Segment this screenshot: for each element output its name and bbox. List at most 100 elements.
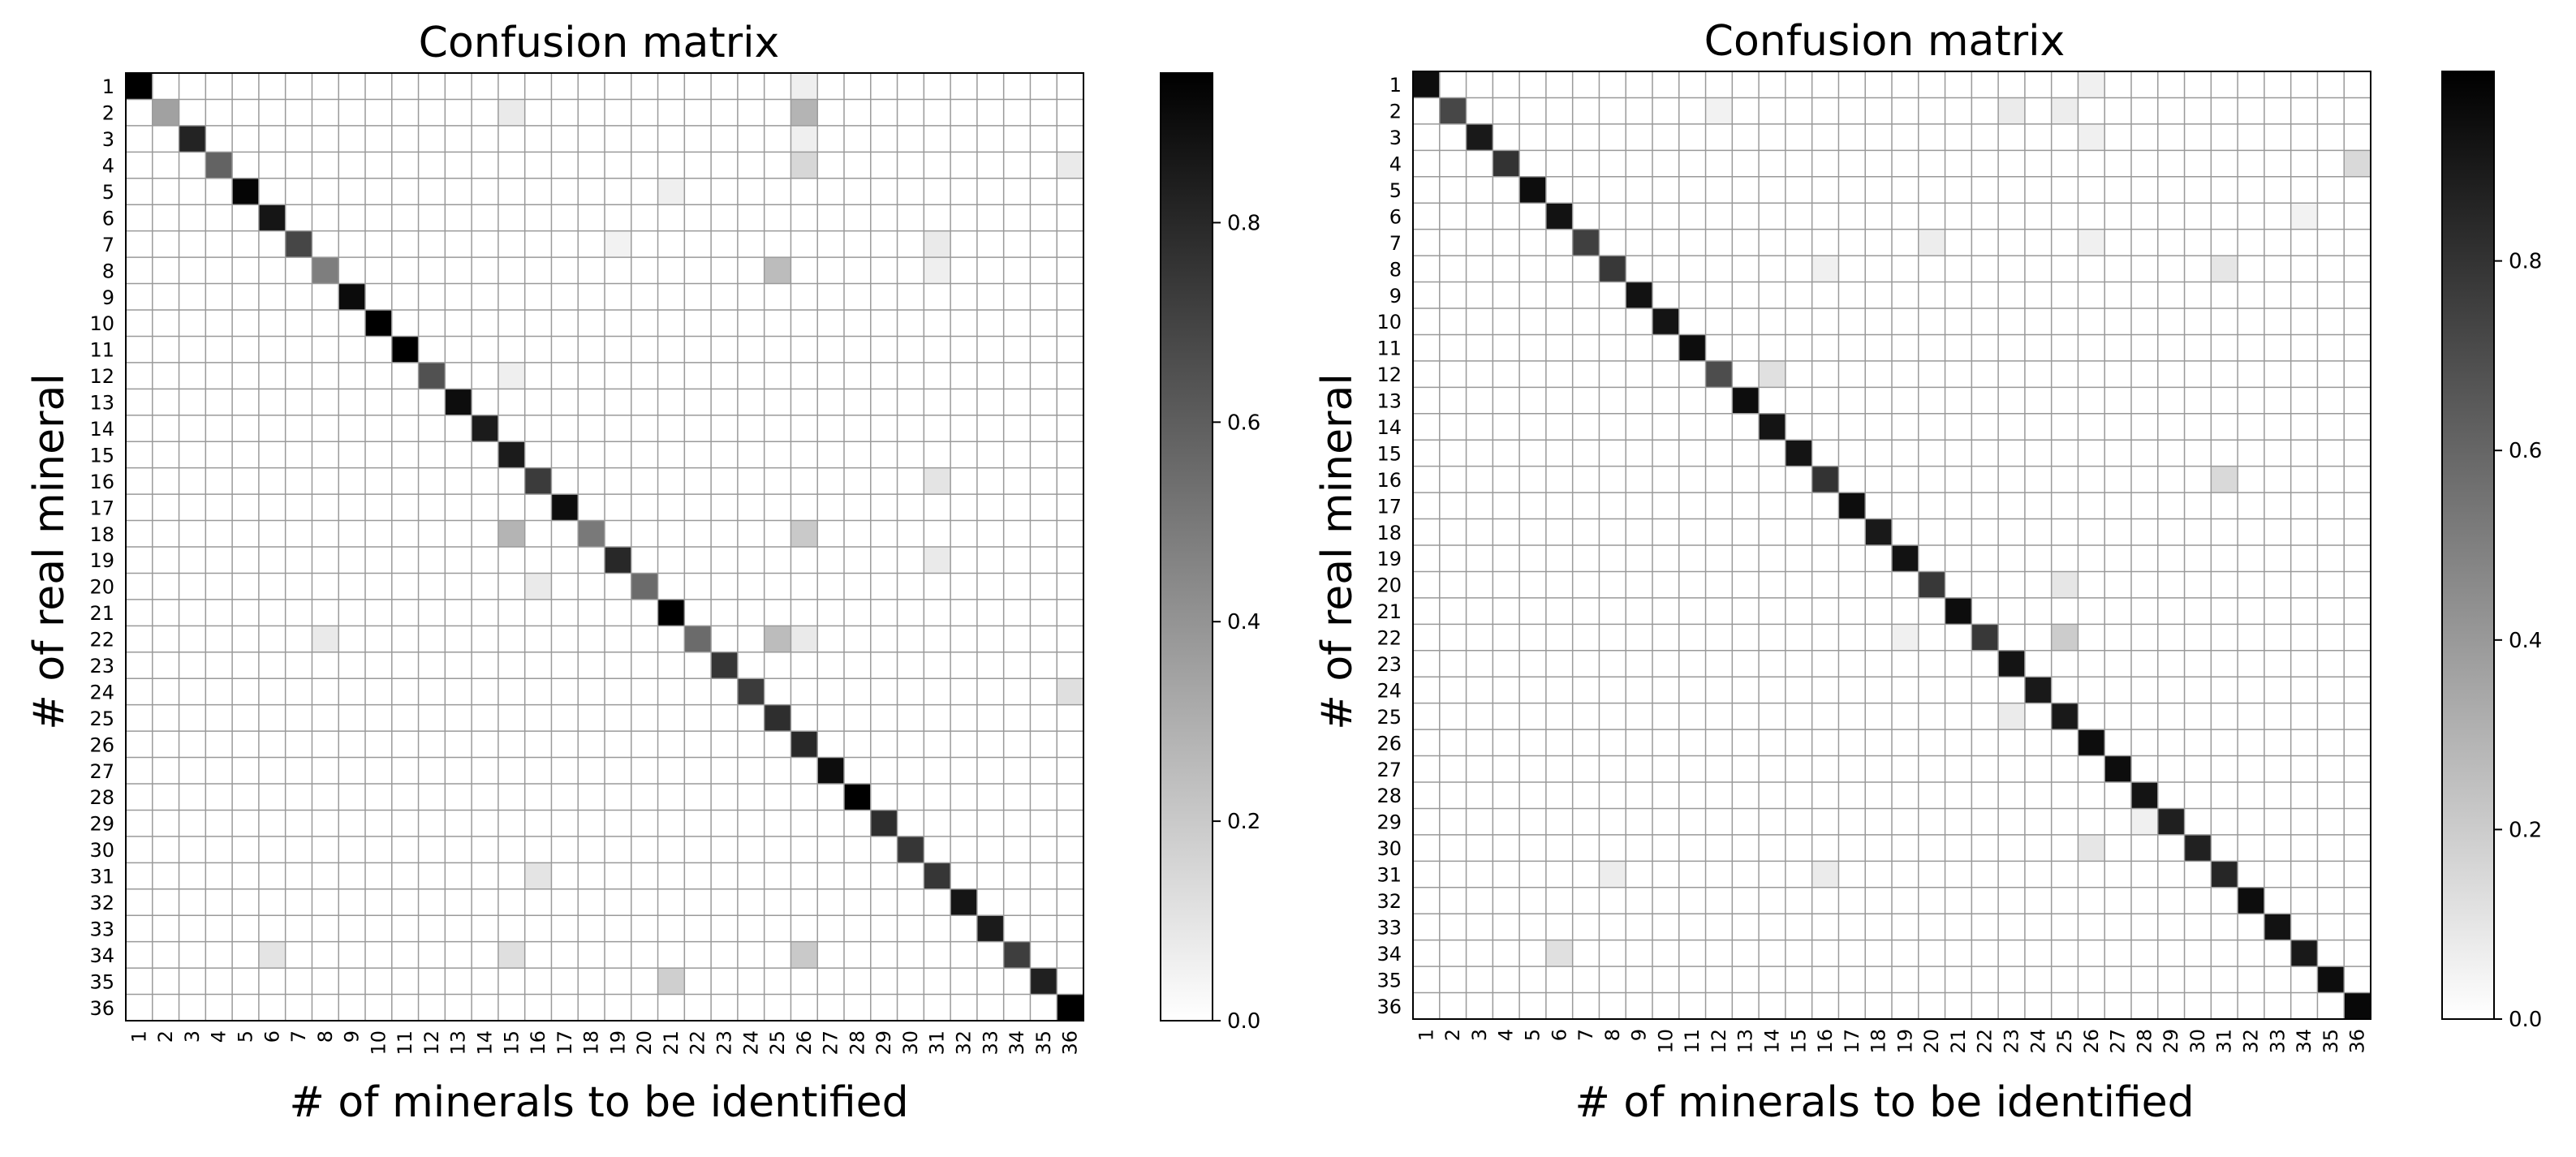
cell-30-30 (897, 836, 924, 863)
colorbar-tick-label: 0.2 (1227, 810, 1260, 834)
cell-12-14 (1759, 360, 1786, 388)
heatmap-cells (126, 73, 1083, 1021)
x-tick-label: 34 (2293, 1029, 2315, 1054)
heatmap-grid (126, 73, 1083, 1021)
cell-24-24 (2024, 677, 2052, 703)
chart-title: Confusion matrix (419, 19, 780, 67)
cell-25-23 (1998, 703, 2025, 730)
y-tick-label: 3 (102, 128, 114, 151)
cell-1-1 (1413, 71, 1440, 98)
y-tick-label: 29 (89, 813, 114, 836)
cell-22-19 (1892, 624, 1919, 651)
cell-22-22 (684, 626, 712, 652)
x-tick-label: 20 (633, 1030, 656, 1056)
y-tick-label: 5 (102, 181, 114, 204)
y-tick-label: 24 (1376, 679, 1402, 702)
y-tick-label: 17 (89, 497, 114, 519)
cell-12-12 (1705, 360, 1733, 388)
cell-27-27 (817, 757, 844, 784)
x-tick-labels: 1 2 3 4 5 6 7 8 9 10 11 12 13 14 15 16 17 18 19 20 21 22 23 24 2… (127, 1030, 1081, 1056)
x-tick-label: 33 (2266, 1029, 2289, 1054)
y-tick-label: 11 (89, 339, 114, 362)
x-tick-label: 35 (2320, 1029, 2342, 1054)
x-tick-label: 8 (314, 1030, 337, 1043)
cell-3-26 (790, 125, 818, 153)
cell-8-8 (312, 257, 339, 284)
x-tick-label: 1 (127, 1030, 150, 1043)
x-axis-label: # of minerals to be identified (289, 1078, 908, 1127)
cell-17-17 (551, 494, 579, 521)
y-tick-label: 26 (89, 733, 114, 756)
cell-5-5 (1519, 176, 1546, 204)
cell-2-12 (1705, 97, 1733, 124)
x-tick-label: 7 (1574, 1029, 1597, 1041)
cell-5-5 (232, 178, 259, 205)
cell-2-25 (2051, 97, 2078, 124)
x-tick-label: 11 (394, 1030, 416, 1056)
colorbar-tick-label: 0.4 (1227, 610, 1260, 634)
cell-7-19 (605, 230, 631, 258)
cell-2-2 (1439, 97, 1467, 124)
cell-18-18 (578, 520, 605, 547)
x-tick-label: 25 (2053, 1029, 2076, 1054)
cell-31-16 (524, 862, 552, 889)
cell-10-10 (365, 310, 392, 337)
cell-4-26 (790, 152, 818, 178)
x-tick-label: 30 (899, 1030, 922, 1056)
x-tick-label: 5 (235, 1030, 257, 1043)
x-tick-label: 15 (500, 1030, 523, 1056)
confusion-matrix-right-svg: Confusion matrix 12345678910111213141516… (1313, 17, 2542, 1127)
x-tick-label: 16 (1814, 1029, 1837, 1054)
x-tick-label: 6 (261, 1030, 283, 1043)
y-tick-label: 19 (1376, 548, 1402, 570)
cell-22-8 (312, 626, 339, 652)
cell-18-26 (790, 520, 818, 547)
cell-7-31 (924, 230, 951, 258)
cell-25-25 (2051, 703, 2078, 730)
cell-9-9 (1626, 282, 1652, 308)
cell-4-4 (205, 152, 233, 178)
cell-7-26 (2078, 229, 2105, 256)
x-axis-label: # of minerals to be identified (1574, 1078, 2194, 1127)
y-tick-label: 21 (89, 602, 114, 625)
cell-7-7 (285, 230, 312, 258)
x-tick-label: 32 (2240, 1029, 2263, 1054)
y-tick-label: 3 (1389, 127, 1402, 149)
cell-7-20 (1918, 229, 1945, 256)
x-tick-label: 25 (766, 1030, 789, 1056)
y-tick-label: 4 (1389, 153, 1402, 176)
x-tick-label: 4 (1495, 1029, 1518, 1041)
colorbar-ticks: 0.0 0.2 0.4 0.6 0.8 (1213, 211, 1260, 1034)
x-tick-label: 18 (1867, 1029, 1890, 1054)
y-tick-label: 32 (89, 892, 114, 914)
cell-8-31 (924, 257, 951, 284)
cell-29-29 (2157, 808, 2185, 835)
x-tick-label: 14 (1761, 1029, 1784, 1054)
x-tick-label: 21 (1947, 1029, 1970, 1054)
x-tick-label: 36 (2346, 1029, 2369, 1054)
cell-4-4 (1493, 150, 1520, 177)
heatmap-grid (1413, 71, 2371, 1019)
y-tick-label: 10 (89, 312, 114, 335)
x-tick-label: 20 (1920, 1029, 1943, 1054)
x-tick-label: 11 (1681, 1029, 1704, 1054)
y-tick-label: 18 (89, 523, 114, 546)
x-tick-label: 29 (872, 1030, 895, 1056)
y-tick-label: 25 (1376, 706, 1402, 729)
cell-30-26 (2078, 834, 2105, 862)
cell-24-24 (737, 678, 765, 705)
y-tick-label: 17 (1376, 495, 1402, 518)
cell-20-16 (524, 573, 552, 600)
y-tick-label: 20 (1376, 574, 1402, 597)
cell-29-29 (870, 810, 898, 837)
y-tick-label: 23 (89, 655, 114, 677)
x-tick-label: 5 (1522, 1029, 1544, 1041)
cell-35-35 (1030, 968, 1058, 995)
cell-19-19 (1892, 545, 1919, 572)
y-tick-label: 18 (1376, 522, 1402, 544)
x-tick-label: 27 (2107, 1029, 2130, 1054)
cell-31-8 (1599, 861, 1626, 888)
cell-23-23 (1998, 650, 2025, 677)
cell-6-34 (2290, 203, 2318, 230)
x-tick-label: 21 (660, 1030, 683, 1056)
